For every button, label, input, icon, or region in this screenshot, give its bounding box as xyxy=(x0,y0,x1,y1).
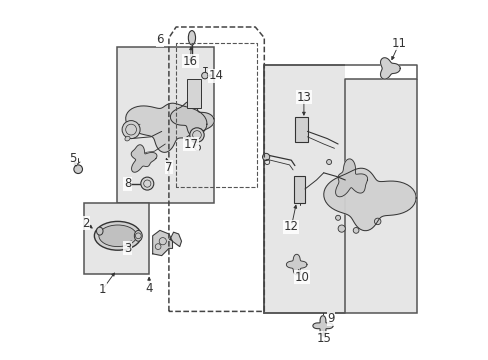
Circle shape xyxy=(318,321,326,330)
Bar xyxy=(117,47,213,203)
Ellipse shape xyxy=(134,230,142,241)
Text: 13: 13 xyxy=(296,91,311,104)
Circle shape xyxy=(201,72,208,79)
Circle shape xyxy=(326,159,331,165)
Polygon shape xyxy=(170,101,214,136)
Circle shape xyxy=(122,121,140,139)
Circle shape xyxy=(374,218,380,225)
Circle shape xyxy=(337,225,345,232)
Text: 8: 8 xyxy=(123,177,131,190)
Ellipse shape xyxy=(99,225,137,247)
Bar xyxy=(345,61,420,79)
Bar xyxy=(294,176,305,203)
Text: 2: 2 xyxy=(82,217,90,230)
Polygon shape xyxy=(380,58,399,79)
Text: 3: 3 xyxy=(123,242,131,255)
Polygon shape xyxy=(152,230,172,256)
Circle shape xyxy=(141,177,153,190)
Text: 4: 4 xyxy=(145,282,153,294)
Bar xyxy=(264,65,416,313)
Polygon shape xyxy=(312,316,332,336)
Ellipse shape xyxy=(124,136,130,141)
Ellipse shape xyxy=(94,221,141,250)
Bar xyxy=(84,203,149,274)
Text: 7: 7 xyxy=(165,161,172,174)
Circle shape xyxy=(262,153,269,161)
Text: 1: 1 xyxy=(99,283,106,296)
Text: 11: 11 xyxy=(391,37,406,50)
Bar xyxy=(294,117,307,142)
Circle shape xyxy=(335,215,340,220)
Polygon shape xyxy=(131,145,157,172)
Circle shape xyxy=(191,136,197,141)
Polygon shape xyxy=(286,254,306,275)
Text: 17: 17 xyxy=(183,138,198,150)
Ellipse shape xyxy=(96,227,103,235)
Ellipse shape xyxy=(188,31,195,45)
Polygon shape xyxy=(125,103,206,152)
Bar xyxy=(186,79,201,108)
Text: 12: 12 xyxy=(283,220,298,233)
Text: 5: 5 xyxy=(69,152,76,165)
Text: 16: 16 xyxy=(183,55,198,68)
Text: 9: 9 xyxy=(326,312,334,325)
Text: 10: 10 xyxy=(294,271,309,284)
Polygon shape xyxy=(170,232,181,247)
Circle shape xyxy=(352,228,358,233)
Text: 14: 14 xyxy=(208,69,223,82)
Text: 6: 6 xyxy=(156,33,163,46)
Circle shape xyxy=(189,128,204,142)
Text: 15: 15 xyxy=(316,332,330,345)
Polygon shape xyxy=(323,168,415,231)
Circle shape xyxy=(74,165,82,174)
Circle shape xyxy=(194,145,200,150)
Circle shape xyxy=(196,129,202,134)
Polygon shape xyxy=(335,159,367,197)
Circle shape xyxy=(291,260,301,269)
